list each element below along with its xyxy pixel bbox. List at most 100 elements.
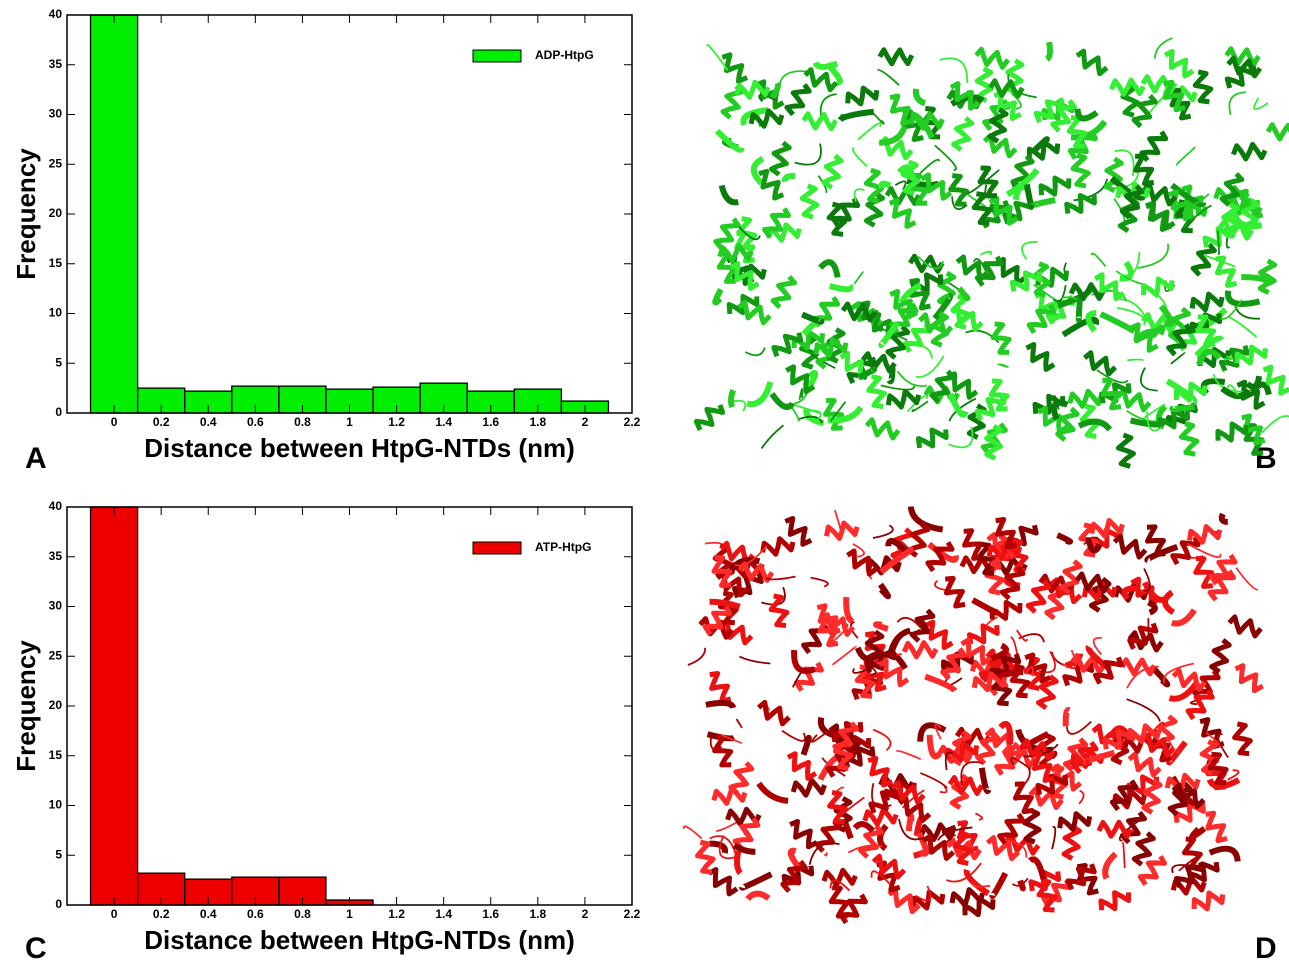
helix: [771, 332, 804, 358]
y-tick-label: 15: [49, 748, 63, 762]
coil: [872, 524, 894, 539]
helix: [1010, 154, 1035, 190]
helix: [1178, 421, 1200, 457]
coil: [895, 750, 922, 760]
helix: [1131, 94, 1158, 129]
helix: [1168, 306, 1191, 343]
helix: [1037, 405, 1069, 435]
coil: [939, 57, 969, 84]
helix: [971, 671, 1008, 693]
coil: [1121, 585, 1136, 601]
coil: [1162, 589, 1176, 615]
coil: [829, 401, 846, 422]
helix: [821, 867, 858, 888]
helix: [1119, 184, 1145, 220]
y-tick-label: 15: [49, 256, 63, 270]
helix: [1093, 656, 1124, 685]
helix: [813, 337, 849, 358]
coil: [791, 649, 816, 674]
y-tick-label: 0: [55, 897, 62, 911]
coil: [947, 392, 969, 418]
helix: [909, 608, 936, 643]
helix: [877, 47, 915, 67]
helix: [1012, 781, 1034, 815]
helix: [1234, 344, 1268, 366]
coil: [733, 850, 743, 876]
y-tick-label: 30: [49, 107, 63, 121]
coil: [812, 60, 839, 70]
helix: [1109, 77, 1146, 97]
helix: [823, 397, 845, 431]
helix: [770, 275, 797, 310]
coil: [1253, 97, 1269, 111]
coil: [1245, 375, 1263, 390]
helix: [1173, 801, 1206, 824]
helix: [940, 647, 968, 681]
coil: [1143, 568, 1151, 593]
helix: [995, 517, 1018, 550]
x-axis-title: Distance between HtpG-NTDs (nm): [144, 925, 575, 955]
coil: [870, 870, 892, 886]
helix: [768, 593, 790, 628]
coil: [880, 384, 916, 391]
x-tick-label: 1.6: [482, 907, 499, 921]
coil: [1005, 839, 1028, 858]
coil: [1205, 731, 1222, 748]
coil: [712, 287, 724, 306]
helix: [814, 819, 842, 853]
helix: [863, 167, 884, 204]
coil: [1083, 536, 1100, 546]
coil: [997, 363, 1009, 368]
helix: [1065, 863, 1097, 891]
coil: [1137, 243, 1170, 269]
coil: [1077, 418, 1113, 432]
coil: [1227, 769, 1240, 781]
helix: [862, 806, 899, 827]
coil: [1235, 567, 1259, 591]
helix: [888, 198, 917, 229]
helix: [1262, 364, 1289, 396]
helix: [729, 261, 760, 291]
helix: [1025, 342, 1056, 372]
coil: [879, 328, 908, 342]
helix: [785, 364, 816, 395]
coil: [714, 128, 745, 153]
helix: [989, 653, 1022, 680]
coil: [709, 840, 729, 854]
helix: [960, 637, 993, 666]
coil: [709, 737, 723, 751]
coil: [831, 645, 857, 666]
helix: [702, 605, 733, 636]
legend-swatch: [472, 541, 522, 555]
helix: [762, 207, 791, 239]
coil: [1065, 720, 1092, 735]
y-axis-title: Frequency: [11, 640, 41, 772]
coil: [1174, 193, 1210, 207]
coil: [756, 781, 789, 804]
helix: [1062, 661, 1095, 687]
coil: [1227, 315, 1258, 338]
helix: [967, 623, 1000, 645]
coil: [960, 761, 984, 786]
helix: [736, 216, 758, 251]
helix: [860, 351, 897, 374]
plot-frame: [66, 14, 633, 414]
coil: [1208, 845, 1241, 862]
coil: [857, 122, 882, 141]
helix: [1230, 141, 1268, 162]
helix: [1062, 737, 1089, 772]
coil: [879, 546, 916, 575]
coil: [740, 107, 769, 127]
y-tick-label: 5: [55, 847, 62, 861]
helix: [817, 614, 839, 648]
coil: [877, 68, 900, 86]
coil: [896, 164, 916, 181]
helix: [920, 172, 953, 201]
coil: [1187, 542, 1222, 558]
helix: [734, 79, 771, 100]
panel-label: A: [25, 442, 47, 475]
helix: [1207, 569, 1236, 602]
coil: [1102, 851, 1118, 880]
coil: [963, 868, 990, 897]
helix: [824, 520, 860, 541]
